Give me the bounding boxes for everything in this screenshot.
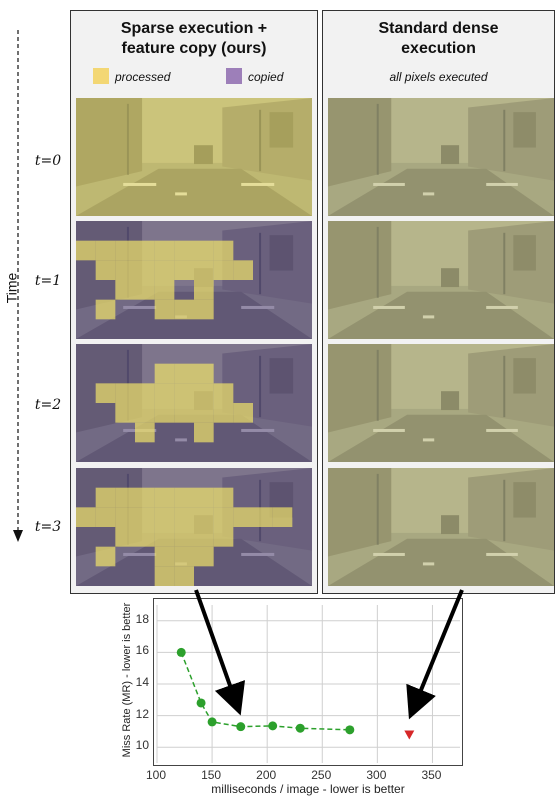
- sparse-panel-title: Sparse execution + feature copy (ours): [71, 19, 317, 59]
- dense-caption: all pixels executed: [389, 70, 488, 84]
- series-line: [180, 652, 350, 731]
- y-axis-label: Miss Rate (MR) - lower is better: [121, 602, 133, 758]
- y-tick-label: 14: [135, 675, 149, 689]
- y-tick-label: 12: [135, 706, 149, 721]
- processed-swatch: [93, 68, 109, 84]
- time-step-label: t=1: [34, 273, 62, 289]
- processed-legend-label: processed: [115, 70, 171, 84]
- time-step-label: t=2: [34, 397, 62, 413]
- x-axis-label: milliseconds / image - lower is better: [211, 782, 405, 796]
- data-point: [176, 647, 186, 657]
- data-point: [345, 725, 355, 735]
- sparse-title-line1: Sparse execution +: [120, 20, 268, 37]
- x-tick-label: 350: [421, 768, 442, 782]
- data-point: [236, 722, 246, 732]
- x-tick-label: 300: [366, 768, 387, 782]
- time-axis-label: Time: [3, 272, 20, 304]
- sparse-frame: [76, 468, 312, 586]
- miss-rate-chart: [153, 598, 463, 766]
- chart-canvas: [156, 605, 460, 763]
- x-tick-label: 250: [311, 768, 332, 782]
- time-step-label: t=0: [34, 153, 62, 169]
- dense-title-line1: Standard dense: [378, 20, 499, 37]
- dense-panel-title: Standard dense execution: [323, 19, 554, 59]
- data-point: [268, 721, 278, 731]
- sparse-frame: [76, 98, 312, 216]
- sparse-frame: [76, 221, 312, 339]
- copied-swatch: [226, 68, 242, 84]
- x-tick-label: 150: [201, 768, 222, 782]
- sparse-title-line2: feature copy (ours): [121, 40, 267, 57]
- dense-title-line2: execution: [401, 40, 476, 57]
- sparse-frame: [76, 344, 312, 462]
- time-arrow: [13, 30, 23, 542]
- copied-legend-label: copied: [248, 70, 284, 84]
- data-point: [404, 730, 415, 740]
- y-tick-label: 10: [135, 738, 149, 753]
- x-tick-label: 100: [145, 768, 167, 782]
- y-tick-label: 16: [135, 643, 149, 658]
- x-tick-label: 200: [256, 768, 277, 782]
- data-point: [295, 723, 305, 733]
- dense-frame: [328, 98, 554, 216]
- dense-frame: [328, 468, 554, 586]
- dense-frame: [328, 221, 554, 339]
- y-tick-label: 18: [135, 611, 149, 626]
- data-point: [196, 698, 206, 708]
- data-point: [207, 717, 217, 727]
- dense-frame: [328, 344, 554, 462]
- time-step-label: t=3: [34, 519, 62, 535]
